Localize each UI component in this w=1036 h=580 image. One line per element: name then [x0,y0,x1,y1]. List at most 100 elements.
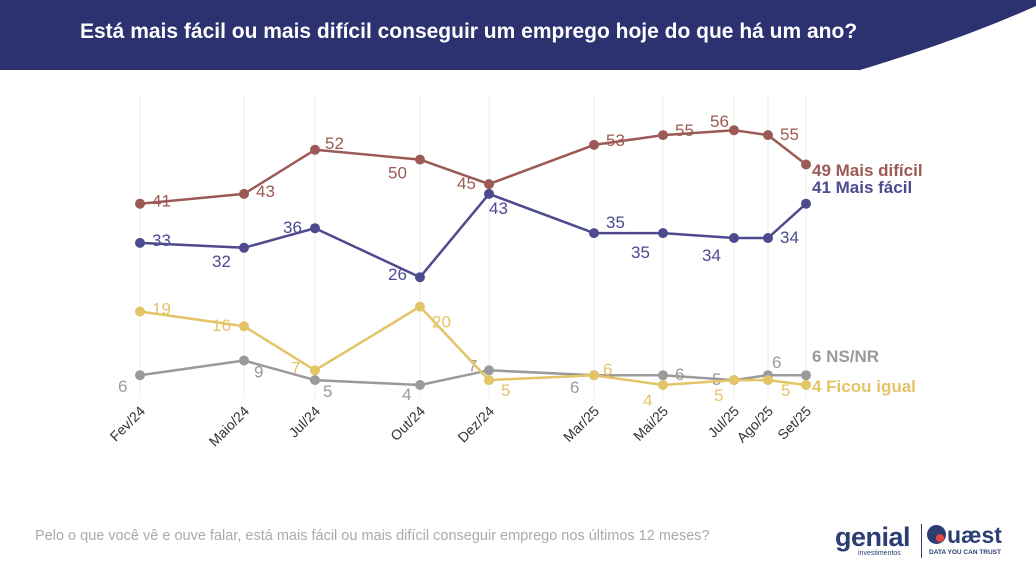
chart-title: Está mais fácil ou mais difícil consegui… [80,20,858,43]
line-chart: Fev/24 Maio/24 Jul/24 Out/24 Dez/24 Mar/25 Mai… [107,95,923,450]
data-point [415,154,425,165]
x-tick-label: Out/24 [387,403,428,444]
series-line [139,192,807,279]
data-point [135,370,145,381]
data-point [589,228,599,239]
data-label: 53 [606,131,625,150]
data-label: 7 [291,358,300,377]
genial-logo: genial investimentos [835,522,917,562]
data-point [239,355,249,366]
x-tick-label: Fev/24 [107,403,149,445]
data-point [589,139,599,150]
quaest-q-icon [927,525,946,544]
data-point [658,370,668,381]
data-label: 6 [772,353,781,372]
data-point [310,223,320,234]
genial-logo-text: genial [835,522,911,552]
data-label: 26 [388,265,407,284]
title-banner: Está mais fácil ou mais difícil consegui… [0,0,1036,70]
x-tick-label: Ago/25 [733,403,776,446]
data-label: 5 [714,386,723,405]
data-point [135,237,145,248]
data-point [729,233,739,243]
data-point [484,188,494,199]
data-label: 52 [325,134,344,153]
data-label: 5 [323,382,332,401]
data-label: 16 [212,316,231,335]
data-label: 45 [457,174,476,193]
x-tick-label: Set/25 [774,403,814,443]
data-point [801,159,811,170]
data-label: 43 [256,182,275,201]
data-point [801,380,811,390]
x-tick-label: Mar/25 [560,403,602,445]
data-label: 5 [501,381,510,400]
data-point [310,375,320,386]
data-point [415,380,425,390]
data-point [763,233,773,243]
data-label: 33 [152,231,171,250]
data-point [658,228,668,239]
data-point [415,301,425,312]
data-label: 6 [118,377,127,396]
data-label: 56 [710,112,729,131]
data-label: 35 [631,243,650,262]
x-tick-label: Dez/24 [454,403,497,446]
data-point [763,375,773,386]
data-point [135,198,145,209]
data-point [239,321,249,332]
quaest-logo-text: uæst [947,522,1002,548]
data-point [484,179,494,190]
data-label: 32 [212,252,231,271]
quaest-logo: uæst DATA YOU CAN TRUST [927,522,1027,562]
data-label: 7 [468,356,477,375]
data-label: 34 [780,228,799,247]
logo-divider [921,524,922,558]
data-point [415,272,425,283]
data-point [239,242,249,253]
data-label: 4 [402,385,411,404]
data-label: 55 [675,121,694,140]
data-label: 34 [702,246,721,265]
data-label: 6 [675,365,684,384]
quaest-logo-subtext: DATA YOU CAN TRUST [929,549,1001,556]
series-line [139,128,807,205]
data-point [729,375,739,386]
series-end-label: 49 Mais difícil [812,161,923,180]
genial-logo-subtext: investimentos [858,550,901,557]
data-label: 36 [283,218,302,237]
data-label: 4 [643,391,652,410]
data-label: 43 [489,199,508,218]
series-end-label: 4 Ficou igual [812,377,916,396]
data-point [310,365,320,376]
data-point [310,144,320,155]
data-label: 50 [388,164,407,183]
question-footnote: Pelo o que você vê e ouve falar, está ma… [35,528,710,544]
data-point [801,370,811,381]
data-point [589,370,599,381]
data-point [763,130,773,141]
data-point [658,130,668,141]
data-label: 6 [570,378,579,397]
data-point [135,306,145,317]
series-end-label: 6 NS/NR [812,347,879,366]
series-end-label: 41 Mais fácil [812,178,912,197]
x-tick-label: Jul/24 [285,403,323,441]
data-label: 35 [606,213,625,232]
data-label: 6 [603,360,612,379]
data-label: 5 [781,381,790,400]
series-line [139,305,807,387]
x-tick-label: Maio/24 [206,403,253,450]
data-point [484,365,494,376]
data-label: 5 [712,370,721,389]
data-point [239,188,249,199]
series-line [139,359,806,387]
data-point [729,125,739,136]
data-point [484,375,494,386]
banner-shape [0,0,1036,70]
data-label: 41 [152,192,171,211]
data-label: 19 [152,300,171,319]
data-point [658,380,668,390]
data-label: 20 [432,313,451,332]
data-label: 9 [254,363,263,382]
